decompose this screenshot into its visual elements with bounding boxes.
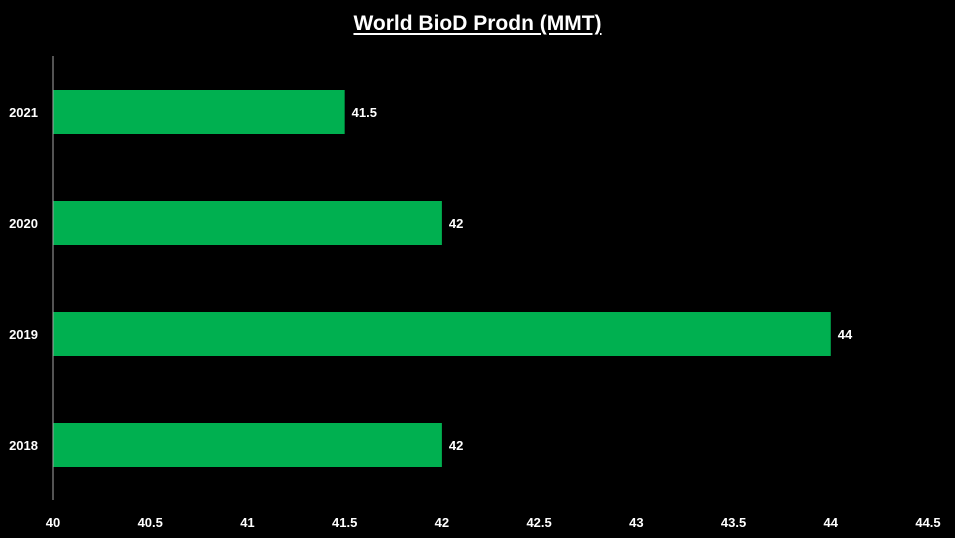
x-tick-label: 42 [435,515,449,530]
bar-2021 [53,90,345,134]
category-labels-layer: 2021 2020 2019 2018 [9,105,38,453]
data-label-2019: 44 [838,327,853,342]
x-tick-label: 43.5 [721,515,746,530]
data-label-2018: 42 [449,438,463,453]
category-label-2021: 2021 [9,105,38,120]
x-tick-label: 40.5 [138,515,163,530]
category-label-2019: 2019 [9,327,38,342]
data-label-2021: 41.5 [352,105,377,120]
bar-2018 [53,423,442,467]
x-tick-label: 42.5 [526,515,551,530]
x-tick-label: 43 [629,515,643,530]
data-label-2020: 42 [449,216,463,231]
bars-layer [53,90,831,467]
category-label-2020: 2020 [9,216,38,231]
data-labels-layer: 41.5 42 44 42 [352,105,853,453]
x-tick-label: 40 [46,515,60,530]
x-tick-label: 44 [824,515,839,530]
bar-2020 [53,201,442,245]
chart-title: World BioD Prodn (MMT) [353,12,602,35]
x-tick-label: 44.5 [915,515,940,530]
bar-2019 [53,312,831,356]
x-tick-labels-layer: 40 40.5 41 41.5 42 42.5 43 43.5 44 44.5 [46,515,941,530]
category-label-2018: 2018 [9,438,38,453]
x-tick-label: 41.5 [332,515,357,530]
x-tick-label: 41 [240,515,254,530]
